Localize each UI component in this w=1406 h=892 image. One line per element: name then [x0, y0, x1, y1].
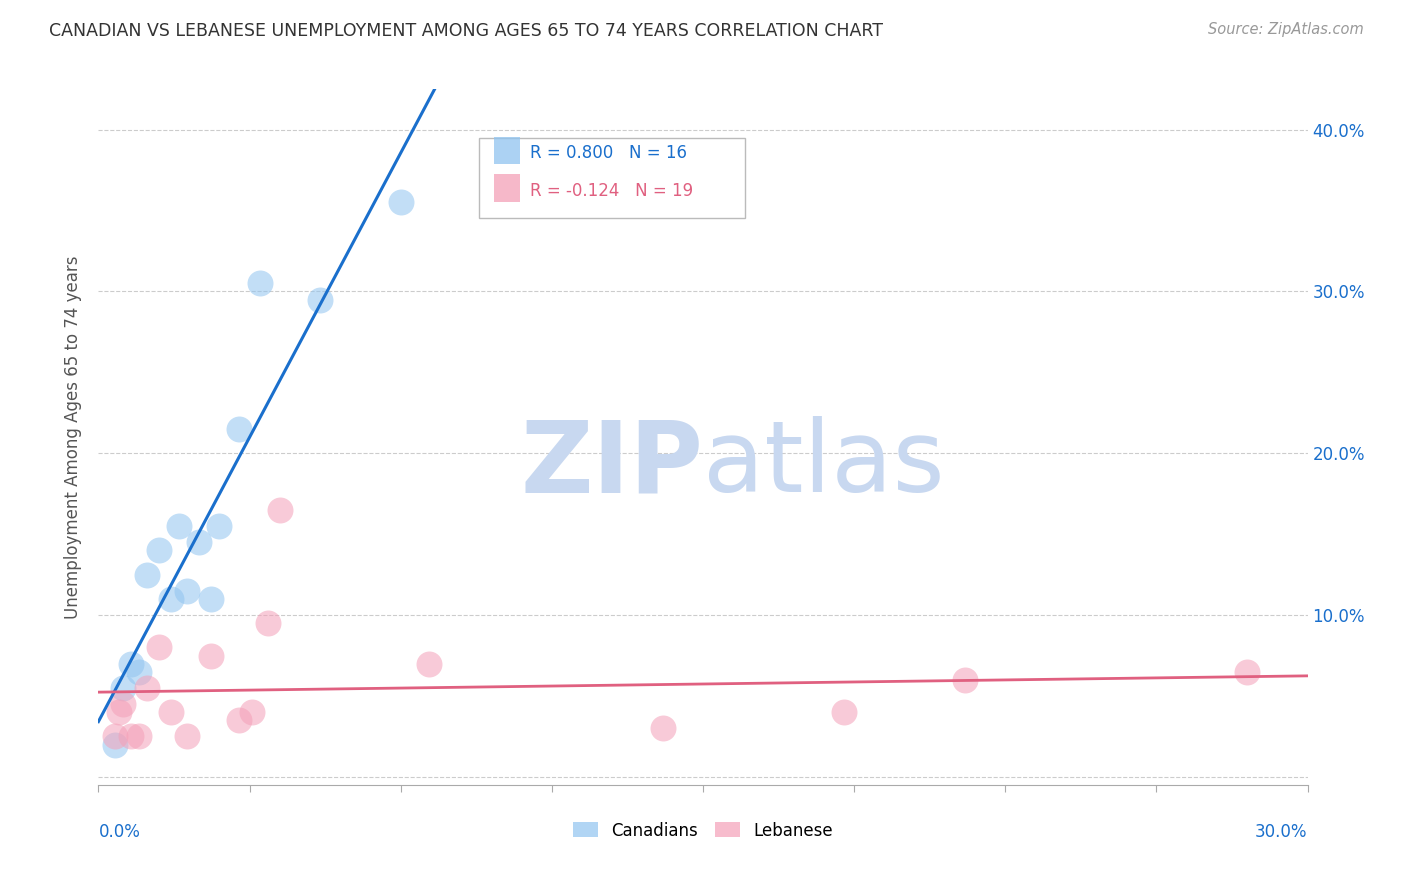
Point: [107, 705, 129, 719]
Point: [167, 519, 190, 533]
Point: [135, 567, 157, 582]
FancyBboxPatch shape: [479, 138, 745, 218]
Point: [269, 503, 291, 517]
Point: [256, 616, 278, 631]
Point: [953, 673, 976, 687]
Point: [128, 665, 150, 679]
Point: [160, 591, 183, 606]
Point: [200, 648, 222, 663]
Point: [651, 722, 673, 736]
Text: 0.0%: 0.0%: [98, 823, 141, 841]
Text: R = 0.800   N = 16: R = 0.800 N = 16: [530, 145, 688, 162]
Point: [1236, 665, 1258, 679]
Point: [176, 583, 198, 598]
Point: [111, 681, 134, 695]
Point: [240, 705, 263, 719]
Point: [148, 543, 170, 558]
Text: CANADIAN VS LEBANESE UNEMPLOYMENT AMONG AGES 65 TO 74 YEARS CORRELATION CHART: CANADIAN VS LEBANESE UNEMPLOYMENT AMONG …: [49, 22, 883, 40]
Point: [120, 730, 142, 744]
Y-axis label: Unemployment Among Ages 65 to 74 years: Unemployment Among Ages 65 to 74 years: [63, 255, 82, 619]
Text: ZIP: ZIP: [520, 417, 703, 514]
Point: [111, 697, 134, 711]
Point: [176, 730, 198, 744]
Text: atlas: atlas: [703, 417, 945, 514]
Point: [249, 277, 271, 291]
Point: [389, 195, 412, 210]
Point: [128, 730, 150, 744]
Point: [148, 640, 170, 655]
Point: [832, 705, 855, 719]
Point: [135, 681, 157, 695]
Point: [188, 535, 211, 549]
Point: [228, 713, 250, 727]
Point: [309, 293, 332, 307]
Bar: [494, 136, 520, 164]
Point: [418, 657, 440, 671]
Point: [103, 730, 125, 744]
Text: R = -0.124   N = 19: R = -0.124 N = 19: [530, 182, 693, 200]
Legend: Canadians, Lebanese: Canadians, Lebanese: [567, 815, 839, 847]
Point: [120, 657, 142, 671]
Point: [208, 519, 231, 533]
Point: [103, 738, 125, 752]
Bar: [494, 174, 520, 202]
Point: [200, 591, 222, 606]
Text: Source: ZipAtlas.com: Source: ZipAtlas.com: [1208, 22, 1364, 37]
Point: [228, 422, 250, 436]
Text: 30.0%: 30.0%: [1256, 823, 1308, 841]
Point: [160, 705, 183, 719]
